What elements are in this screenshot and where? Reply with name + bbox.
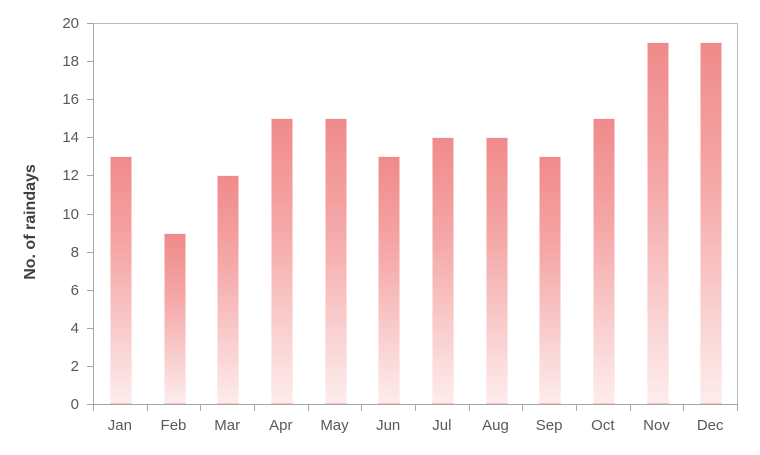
y-tick-label: 6 — [70, 281, 79, 299]
x-axis-label-may: May — [320, 417, 349, 434]
x-tick-mark — [361, 405, 363, 411]
plot-border-right — [737, 23, 738, 405]
bar-jun — [378, 156, 401, 404]
y-tick-mark — [87, 327, 93, 329]
x-axis-label-dec: Dec — [696, 417, 724, 434]
x-tick-mark — [522, 405, 524, 411]
y-tick-mark — [87, 251, 93, 253]
y-tick-label: 4 — [70, 319, 79, 337]
x-tick-mark — [683, 405, 685, 411]
y-tick-mark — [87, 365, 93, 367]
x-axis-label-nov: Nov — [643, 417, 670, 434]
x-axis-label-jan: Jan — [107, 417, 132, 434]
y-tick-label: 8 — [70, 243, 79, 261]
y-tick-label: 14 — [62, 129, 79, 147]
bar-feb — [163, 232, 186, 404]
y-axis-title: No. of raindays — [22, 163, 39, 280]
x-axis-label-jul: Jul — [432, 417, 452, 434]
bar-mar — [217, 175, 240, 404]
x-tick-mark — [576, 405, 577, 411]
x-tick-mark — [468, 405, 470, 411]
x-tick-mark — [629, 405, 631, 411]
y-tick-mark — [87, 61, 93, 63]
bar-oct — [592, 118, 615, 404]
x-axis-label-mar: Mar — [214, 417, 241, 434]
bar-aug — [485, 137, 508, 404]
x-axis-label-feb: Feb — [160, 417, 187, 434]
x-tick-mark — [737, 405, 738, 411]
y-tick-mark — [87, 99, 93, 101]
x-tick-mark — [415, 405, 416, 411]
x-tick-mark — [307, 405, 309, 411]
bar-may — [324, 118, 347, 404]
bar-jul — [431, 137, 454, 404]
y-tick-label: 0 — [70, 396, 79, 413]
y-tick-mark — [87, 23, 93, 24]
y-tick-label: 12 — [62, 167, 79, 185]
y-tick-mark — [87, 404, 93, 405]
y-tick-mark — [87, 175, 93, 177]
y-tick-mark — [87, 289, 93, 291]
y-tick-label: 2 — [70, 357, 79, 375]
x-tick-mark — [146, 405, 148, 411]
x-tick-mark — [93, 405, 94, 411]
y-axis-line — [93, 23, 94, 405]
plot-border-top — [93, 23, 738, 24]
x-tick-mark — [200, 405, 202, 411]
x-tick-mark — [254, 405, 255, 411]
x-axis-label-apr: Apr — [269, 417, 293, 434]
y-tick-label: 18 — [62, 53, 79, 71]
x-axis-label-aug: Aug — [482, 417, 509, 434]
x-axis-label-sep: Sep — [535, 417, 563, 434]
x-axis-line — [92, 404, 738, 405]
bar-jan — [109, 156, 132, 404]
y-tick-label: 10 — [62, 205, 79, 223]
y-tick-mark — [87, 213, 93, 215]
bar-dec — [700, 42, 723, 404]
bar-sep — [539, 156, 562, 404]
x-axis-label-jun: Jun — [376, 417, 401, 434]
x-axis-label-oct: Oct — [591, 417, 615, 434]
bar-apr — [270, 118, 293, 404]
y-tick-label: 16 — [62, 91, 79, 109]
y-tick-label: 20 — [62, 15, 79, 32]
bar-nov — [646, 42, 669, 404]
y-tick-mark — [87, 137, 93, 139]
